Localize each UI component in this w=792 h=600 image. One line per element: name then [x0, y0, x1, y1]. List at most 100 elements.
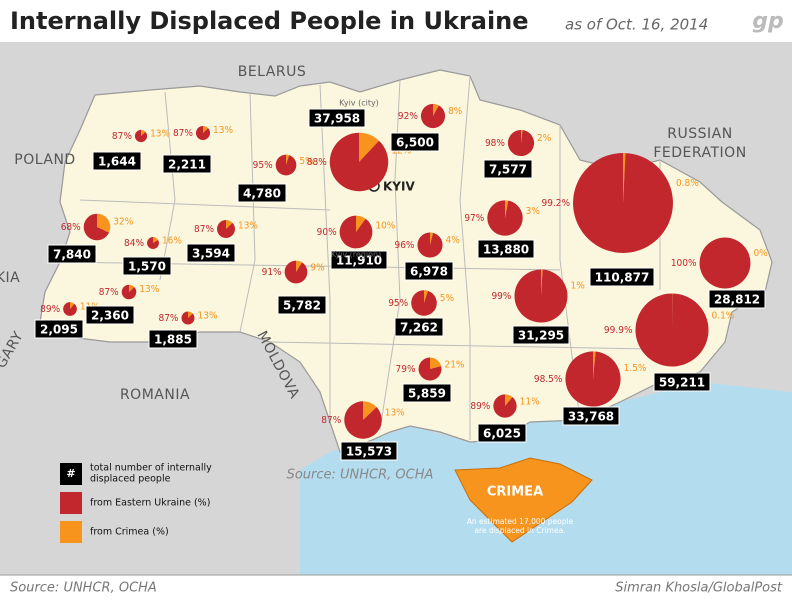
total-box	[483, 159, 533, 179]
total-box	[330, 250, 388, 270]
pie-slice	[83, 213, 110, 241]
crimea-percent: 13%	[139, 284, 159, 295]
total-label: 1,644	[98, 155, 136, 169]
east-percent: 95%	[388, 298, 408, 309]
east-percent: 87%	[321, 415, 341, 426]
crimea-percent: 2%	[537, 133, 552, 144]
pie-slice	[121, 284, 137, 300]
total-label: 2,360	[91, 309, 129, 323]
pie-slice	[129, 284, 135, 292]
pie-slice	[70, 302, 75, 309]
crimea-percent: 11%	[520, 396, 540, 407]
east-percent: 88%	[307, 157, 327, 168]
total-label: 1,885	[154, 333, 192, 347]
footer-bar	[0, 575, 792, 600]
total-label: 4,780	[243, 187, 281, 201]
total-label: 7,262	[400, 321, 438, 335]
pie-slice	[521, 129, 523, 143]
east-percent: 97%	[464, 213, 484, 224]
total-box	[122, 256, 172, 276]
legend-swatch	[60, 492, 82, 514]
crimea-percent: 21%	[444, 359, 464, 370]
legend-label: total number of internally	[90, 463, 212, 474]
pie-slice	[188, 311, 193, 318]
total-label: 5,782	[283, 299, 321, 313]
crimea-label: CRIMEA	[487, 485, 543, 500]
pie-slice	[359, 132, 380, 162]
pie-slice	[181, 311, 195, 325]
east-percent: 87%	[112, 131, 132, 142]
crimea-percent: 8%	[448, 106, 463, 117]
pie-slice	[296, 260, 303, 272]
pie-slice	[573, 153, 673, 253]
total-label: 28,812	[714, 293, 760, 307]
pie-slice	[593, 351, 596, 379]
east-percent: 99.9%	[604, 325, 633, 336]
crimea-percent: 0%	[753, 248, 768, 259]
pie-slice	[134, 129, 148, 143]
region-label: Kyiv (region)	[331, 250, 381, 259]
crimea-percent: 13%	[213, 125, 233, 136]
east-percent: 99%	[491, 291, 511, 302]
east-percent: 87%	[99, 287, 119, 298]
pie-slice	[226, 220, 233, 229]
total-label: 11,910	[336, 254, 382, 268]
crimea-percent: 1%	[571, 280, 586, 291]
total-box	[237, 183, 287, 203]
total-box	[394, 317, 444, 337]
total-box	[653, 372, 711, 392]
crimea-percent: 0.1%	[711, 310, 734, 321]
footer-source: Source: UNHCR, OCHA	[10, 581, 157, 596]
east-percent: 79%	[396, 364, 416, 375]
total-box	[277, 295, 327, 315]
total-label: 1,570	[128, 260, 166, 274]
total-box	[47, 244, 97, 264]
total-label: 3,594	[192, 247, 230, 261]
east-percent: 87%	[194, 224, 214, 235]
total-label: 5,859	[408, 387, 446, 401]
crimea-percent: 4%	[446, 235, 461, 246]
pie-slice	[565, 351, 621, 407]
title: Internally Displaced People in Ukraine	[10, 7, 529, 35]
total-box	[162, 154, 212, 174]
east-percent: 89%	[40, 304, 60, 315]
pie-slice	[147, 237, 159, 249]
crimea-percent: 9%	[310, 262, 325, 273]
pie-slice	[203, 125, 209, 133]
pie-slice	[286, 154, 290, 165]
pie-slice	[97, 213, 111, 233]
pie-slice	[541, 269, 543, 296]
east-percent: 68%	[61, 222, 81, 233]
pie-slice	[433, 103, 439, 116]
country-label: BELARUS	[238, 64, 307, 80]
pie-slice	[505, 394, 513, 406]
pie-slice	[430, 232, 434, 245]
total-box	[562, 406, 620, 426]
crimea-percent: 13%	[238, 220, 258, 231]
crimea-note: An estimated 17,000 people	[467, 517, 574, 526]
pie-slice	[420, 103, 446, 129]
crimea-percent: 3%	[526, 206, 541, 217]
total-label: 7,840	[53, 248, 91, 262]
crimea-percent: 32%	[113, 217, 133, 228]
total-box	[34, 319, 84, 339]
total-box	[308, 108, 366, 128]
east-percent: 98.5%	[534, 374, 563, 385]
legend-label: from Eastern Ukraine (%)	[90, 498, 210, 509]
total-label: 7,577	[489, 163, 527, 177]
crimea-percent: 13%	[198, 310, 218, 321]
legend-label: displaced people	[90, 474, 171, 485]
total-label: 37,958	[314, 112, 360, 126]
crimea-note: are displaced in Crimea.	[474, 526, 565, 535]
country-label: POLAND	[14, 152, 75, 168]
east-percent: 89%	[470, 401, 490, 412]
pie-slice	[284, 260, 308, 284]
pie-slice	[329, 132, 389, 192]
legend-swatch	[60, 463, 82, 485]
total-label: 6,978	[410, 265, 448, 279]
total-box	[402, 383, 452, 403]
total-label: 59,211	[659, 376, 705, 390]
east-percent: 92%	[398, 111, 418, 122]
pie-slice	[505, 200, 509, 218]
